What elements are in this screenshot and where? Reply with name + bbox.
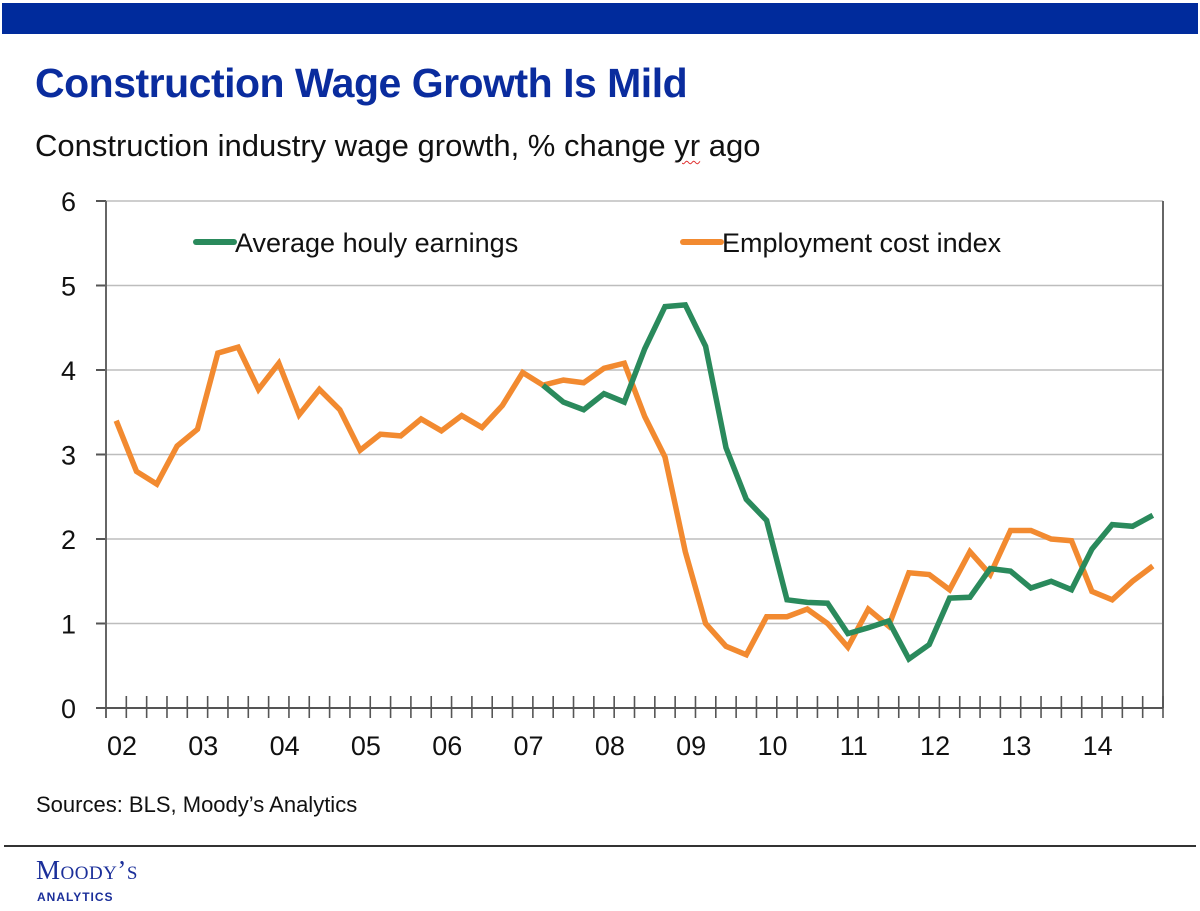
axes bbox=[96, 200, 1164, 718]
legend: Average houly earnings Employment cost in… bbox=[193, 228, 1002, 258]
x-tick-label: 04 bbox=[270, 731, 300, 761]
y-tick-labels: 0 1 2 3 4 5 6 bbox=[61, 187, 76, 724]
gridlines bbox=[106, 200, 1163, 625]
analytics-logo-text: ANALYTICS bbox=[37, 890, 114, 904]
series-lines bbox=[113, 302, 1155, 664]
x-tick-label: 05 bbox=[351, 731, 381, 761]
y-tick-label: 3 bbox=[61, 441, 76, 471]
legend-label: Average houly earnings bbox=[235, 228, 518, 258]
legend-label: Employment cost index bbox=[722, 228, 1002, 258]
legend-item-average-hourly-earnings: Average houly earnings bbox=[193, 228, 518, 258]
chart-subtitle: Construction industry wage growth, % cha… bbox=[35, 128, 760, 164]
x-tick-label: 06 bbox=[432, 731, 462, 761]
top-banner bbox=[2, 3, 1198, 34]
y-tick-label: 6 bbox=[61, 187, 76, 217]
x-tick-label: 14 bbox=[1083, 731, 1113, 761]
y-tick-label: 4 bbox=[61, 356, 76, 386]
y-tick-label: 0 bbox=[61, 694, 76, 724]
y-tick-label: 1 bbox=[61, 610, 76, 640]
series-line-average-hourly-earnings bbox=[541, 302, 1155, 664]
subtitle-text-end: ago bbox=[700, 128, 761, 163]
x-tick-labels: 02 03 04 05 06 07 08 09 10 11 12 13 14 bbox=[107, 731, 1113, 761]
moodys-logo: Moody’s bbox=[36, 855, 138, 885]
page-title: Construction Wage Growth Is Mild bbox=[35, 60, 688, 106]
x-tick-label: 09 bbox=[676, 731, 706, 761]
y-tick-label: 2 bbox=[61, 525, 76, 555]
x-tick-label: 02 bbox=[107, 731, 137, 761]
subtitle-spellcheck-word: yr bbox=[674, 128, 701, 163]
legend-item-employment-cost-index: Employment cost index bbox=[680, 228, 1002, 258]
footer-divider bbox=[4, 845, 1196, 847]
sources-note: Sources: BLS, Moody’s Analytics bbox=[36, 792, 358, 817]
x-tick-label: 08 bbox=[595, 731, 625, 761]
x-tick-label: 13 bbox=[1001, 731, 1031, 761]
x-tick-label: 03 bbox=[188, 731, 218, 761]
y-tick-label: 5 bbox=[61, 272, 76, 302]
series-line-employment-cost-index bbox=[113, 343, 1155, 659]
x-tick-label: 07 bbox=[514, 731, 544, 761]
x-tick-label: 10 bbox=[757, 731, 787, 761]
x-tick-label: 12 bbox=[920, 731, 950, 761]
subtitle-text: Construction industry wage growth, % cha… bbox=[35, 128, 675, 163]
x-tick-label: 11 bbox=[840, 731, 868, 761]
